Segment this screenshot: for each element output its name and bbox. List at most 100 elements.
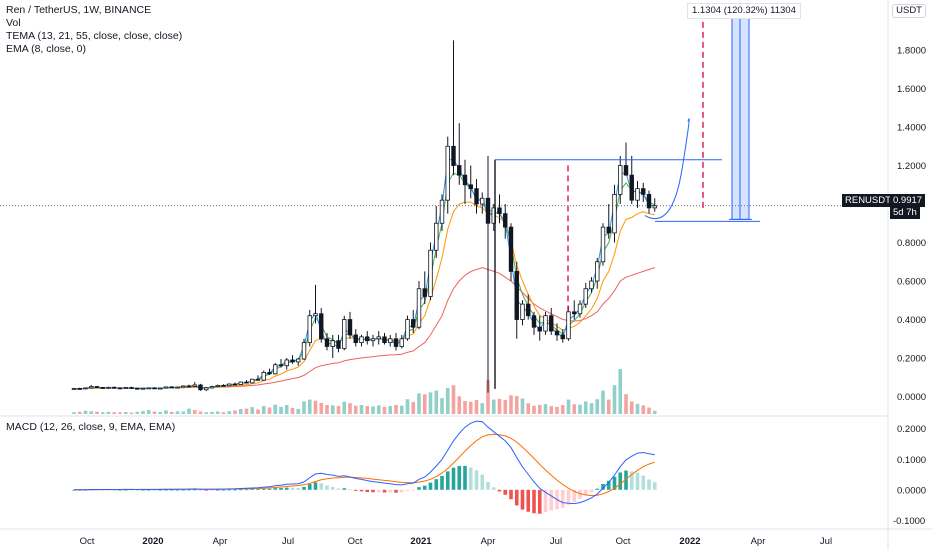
macd-histogram-bar [457, 466, 462, 490]
candle-body [83, 387, 88, 390]
candle-body [221, 384, 226, 387]
candle-body [129, 387, 134, 389]
macd-histogram-bar [198, 489, 203, 491]
macd-histogram-bar [342, 488, 347, 490]
candle-body [238, 381, 243, 385]
volume-bar [353, 405, 358, 414]
volume-bar [83, 410, 88, 414]
volume-bar [135, 411, 140, 414]
macd-histogram-bar [445, 471, 450, 490]
macd-histogram-bar [566, 489, 571, 505]
candle-body [301, 342, 307, 360]
volume-bar [417, 393, 421, 414]
tema-fast-line [73, 159, 655, 390]
candle-body [284, 359, 289, 367]
time-axis-label: 2022 [679, 536, 700, 547]
candle-body [646, 194, 652, 209]
candle-body [278, 364, 284, 367]
candle-body [382, 336, 387, 344]
macd-histogram-bar [330, 486, 335, 490]
volume-bar [210, 411, 214, 414]
symbol-badge: RENUSDT [842, 194, 894, 207]
candle-body [526, 303, 531, 317]
candle-body [307, 315, 312, 344]
candle-body [595, 261, 600, 282]
volume-bar [514, 396, 519, 414]
volume-bar [509, 395, 513, 414]
macd-histogram-bar [284, 487, 289, 490]
macd-histogram-bar [629, 471, 634, 490]
macd-histogram-bar [158, 489, 163, 491]
volume-bar [284, 405, 289, 414]
price-tick-label: 1.6000 [897, 84, 926, 95]
tema-legend[interactable]: TEMA (13, 21, 55, close, close, close) [6, 30, 183, 42]
candle-body [158, 387, 163, 390]
macd-tick-label: 0.1000 [897, 455, 926, 466]
candle-body [531, 315, 537, 328]
currency-badge[interactable]: USDT [892, 4, 926, 18]
macd-histogram-bar [509, 489, 513, 500]
macd-histogram-bar [233, 489, 237, 491]
macd-histogram-bar [135, 489, 140, 491]
macd-histogram-bar [348, 489, 352, 491]
volume-bar [296, 408, 301, 414]
volume-bar [365, 406, 370, 414]
candle-body [577, 303, 583, 315]
candle-body [560, 334, 565, 340]
candle-body [336, 340, 341, 349]
macd-histogram-bar [601, 483, 605, 490]
candle-body [146, 387, 151, 390]
volume-bar [238, 408, 243, 414]
candle-body [250, 378, 255, 384]
volume-bar [204, 412, 209, 414]
volume-bar [612, 385, 617, 414]
volume-bar [325, 405, 329, 414]
volume-legend[interactable]: Vol [6, 17, 21, 29]
candle-body [267, 372, 272, 375]
countdown-badge: 5d 7h [890, 207, 920, 219]
price-tick-label: 0.2000 [897, 354, 926, 365]
volume-bar [273, 404, 278, 414]
macd-legend[interactable]: MACD (12, 26, close, 9, EMA, EMA) [6, 421, 176, 433]
volume-bar [480, 403, 485, 414]
projection-curve[interactable] [644, 118, 690, 220]
last-price-badge: 0.9917 [890, 194, 926, 207]
candle-body [71, 388, 77, 390]
volume-bar [549, 406, 554, 414]
candle-body [399, 338, 404, 347]
macd-histogram-bar [164, 489, 168, 491]
candle-body [313, 313, 318, 317]
volume-bar [526, 403, 531, 414]
time-axis-label: 2021 [410, 536, 432, 547]
macd-histogram-bar [129, 489, 134, 491]
candle-body [347, 319, 353, 336]
main-legend: Ren / TetherUS, 1W, BINANCE Vol TEMA (13… [6, 4, 182, 56]
macd-histogram-bar [296, 487, 301, 490]
volume-bar [451, 385, 456, 414]
volume-bar [198, 411, 203, 414]
candle-body [652, 205, 657, 209]
symbol-title[interactable]: Ren / TetherUS, 1W, BINANCE [6, 4, 152, 16]
candle-body [618, 165, 623, 195]
candle-body [77, 388, 82, 390]
volume-bar [463, 401, 467, 414]
candle-body [273, 364, 278, 375]
macd-histogram-bar [612, 476, 617, 490]
macd-histogram-bar [204, 489, 209, 491]
volume-bar [89, 411, 94, 414]
candle-body [520, 303, 525, 320]
candle-body [508, 226, 514, 272]
volume-bar [77, 411, 82, 414]
time-axis-label: 2020 [142, 536, 163, 547]
candle-body [439, 199, 445, 224]
candle-body [514, 271, 519, 320]
time-axis-label: Apr [481, 536, 496, 547]
candle-body [204, 387, 209, 391]
volume-bar [629, 401, 634, 414]
ema-legend[interactable]: EMA (8, close, 0) [6, 43, 86, 55]
macd-histogram-bar [244, 489, 249, 491]
volume-bar [112, 412, 117, 414]
candle-body [393, 338, 399, 347]
volume-bar [250, 407, 255, 414]
